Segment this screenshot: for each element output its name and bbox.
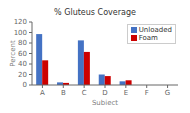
svg-text:0: 0 xyxy=(23,81,27,89)
svg-text:D: D xyxy=(102,89,107,97)
svg-text:Percent: Percent xyxy=(9,40,17,67)
svg-text:G: G xyxy=(165,89,170,97)
svg-text:A: A xyxy=(40,89,45,97)
svg-text:80: 80 xyxy=(18,39,27,47)
svg-text:40: 40 xyxy=(18,60,27,68)
svg-text:Subject: Subject xyxy=(92,99,118,105)
svg-text:C: C xyxy=(82,89,87,97)
svg-text:B: B xyxy=(61,89,66,97)
svg-text:60: 60 xyxy=(18,50,27,58)
html-text:Unloaded: Unloaded xyxy=(138,26,172,34)
svg-text:F: F xyxy=(145,89,149,97)
svg-text:E: E xyxy=(124,89,128,97)
svg-text:20: 20 xyxy=(18,71,27,79)
html-text:% Gluteus Coverage: % Gluteus Coverage xyxy=(54,8,136,17)
svg-text:100: 100 xyxy=(14,29,27,37)
svg-text:120: 120 xyxy=(14,18,27,26)
html-text:Foam: Foam xyxy=(138,34,158,42)
